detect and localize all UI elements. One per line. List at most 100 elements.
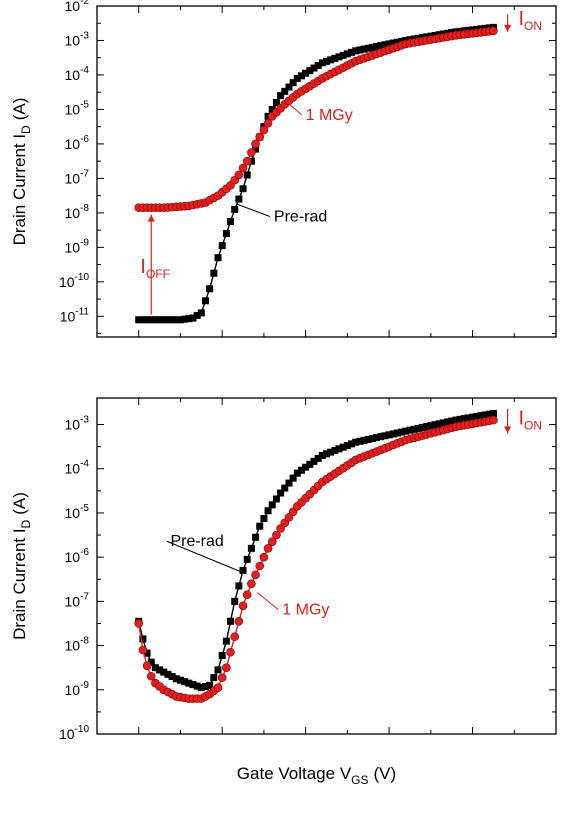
- series-pre-rad: [135, 23, 497, 324]
- data-point: [364, 44, 372, 52]
- data-point: [242, 156, 252, 166]
- data-point: [293, 74, 301, 82]
- data-point: [335, 445, 343, 453]
- data-point: [247, 148, 256, 157]
- data-point: [281, 87, 289, 95]
- data-point: [435, 420, 443, 428]
- data-point: [210, 674, 218, 682]
- data-point: [193, 311, 201, 319]
- data-point: [251, 570, 260, 580]
- data-point: [143, 316, 151, 324]
- data-point: [473, 412, 481, 420]
- data-point: [147, 658, 155, 666]
- annotation-leader: [237, 203, 271, 217]
- data-point: [277, 92, 285, 100]
- data-point: [356, 46, 364, 54]
- annotation-mgy: 1 MGy: [306, 107, 353, 124]
- data-point: [423, 423, 431, 431]
- data-point: [213, 683, 223, 692]
- data-point: [297, 72, 305, 80]
- data-point: [431, 421, 439, 429]
- data-point: [393, 429, 401, 437]
- data-point: [293, 469, 301, 477]
- data-point: [218, 242, 226, 250]
- annotation-prerad: Pre-rad: [274, 208, 327, 225]
- data-point: [226, 647, 235, 657]
- data-point: [289, 79, 297, 87]
- data-point: [156, 316, 164, 324]
- y-tick-label: 10-7: [65, 168, 90, 186]
- data-point: [373, 43, 381, 51]
- data-point: [377, 433, 385, 441]
- data-point: [139, 635, 147, 643]
- data-point: [460, 415, 468, 423]
- data-point: [259, 125, 269, 135]
- data-point: [164, 316, 172, 324]
- y-tick-label: 10-5: [65, 503, 90, 521]
- data-point: [398, 428, 406, 436]
- annotation-leader: [166, 540, 244, 574]
- data-point: [231, 205, 239, 213]
- data-point: [268, 501, 276, 509]
- data-point: [189, 314, 197, 322]
- y-axis-label: Drain Current ID(A): [10, 492, 33, 640]
- data-point: [151, 664, 159, 672]
- data-point: [222, 230, 230, 238]
- annotation-leader: [286, 102, 302, 116]
- y-tick-label: 10-8: [65, 636, 90, 654]
- data-point: [377, 42, 385, 50]
- data-point: [464, 414, 472, 422]
- data-point: [181, 315, 189, 323]
- data-point: [310, 64, 318, 72]
- data-point: [310, 457, 318, 465]
- data-point: [168, 316, 176, 324]
- annotation-mgy: 1 MGy: [282, 602, 329, 619]
- data-point: [139, 316, 147, 324]
- data-point: [172, 316, 180, 324]
- data-point: [222, 637, 230, 645]
- data-point: [297, 466, 305, 474]
- data-point: [185, 679, 193, 687]
- y-tick-label: 10-11: [60, 306, 90, 324]
- plot-frame: [96, 397, 557, 735]
- chart-panel-b: 10-10 10-9 10-8 10-7 10-6 10-5 10-4 10-3 Drain C…: [10, 397, 557, 787]
- data-point: [227, 617, 235, 625]
- data-point: [327, 56, 335, 64]
- data-point: [238, 601, 248, 611]
- y-tick-label: 10-4: [65, 459, 90, 477]
- data-point: [234, 170, 244, 180]
- data-point: [402, 427, 410, 435]
- data-point: [263, 544, 273, 553]
- data-point: [247, 579, 256, 588]
- data-point: [206, 681, 214, 689]
- data-point: [193, 682, 201, 690]
- y-tick-label: 10-9: [65, 680, 90, 698]
- data-point: [239, 566, 247, 574]
- data-point: [185, 315, 193, 323]
- data-point: [352, 438, 360, 446]
- data-point: [356, 437, 364, 445]
- data-point: [318, 59, 326, 67]
- data-point: [235, 582, 243, 590]
- data-point: [247, 544, 255, 552]
- data-point: [210, 269, 218, 277]
- data-point: [360, 436, 368, 444]
- data-point: [135, 316, 143, 324]
- y-tick-label: 10-9: [65, 237, 90, 255]
- data-point: [214, 254, 222, 262]
- data-point: [389, 39, 397, 47]
- y-tick-label: 10-3: [65, 30, 90, 48]
- data-point: [277, 489, 285, 497]
- data-point: [234, 616, 244, 626]
- data-point: [197, 684, 205, 692]
- data-point: [360, 45, 368, 53]
- data-point: [252, 145, 260, 153]
- data-point: [389, 430, 397, 438]
- y-tick-label: 10-4: [65, 65, 90, 83]
- data-point: [368, 43, 376, 51]
- data-point: [381, 41, 389, 49]
- data-point: [242, 590, 252, 600]
- data-point: [285, 83, 293, 91]
- x-axis-label: Gate Voltage VGS (V): [237, 764, 396, 787]
- annotation-ioff: IOFF: [140, 256, 170, 281]
